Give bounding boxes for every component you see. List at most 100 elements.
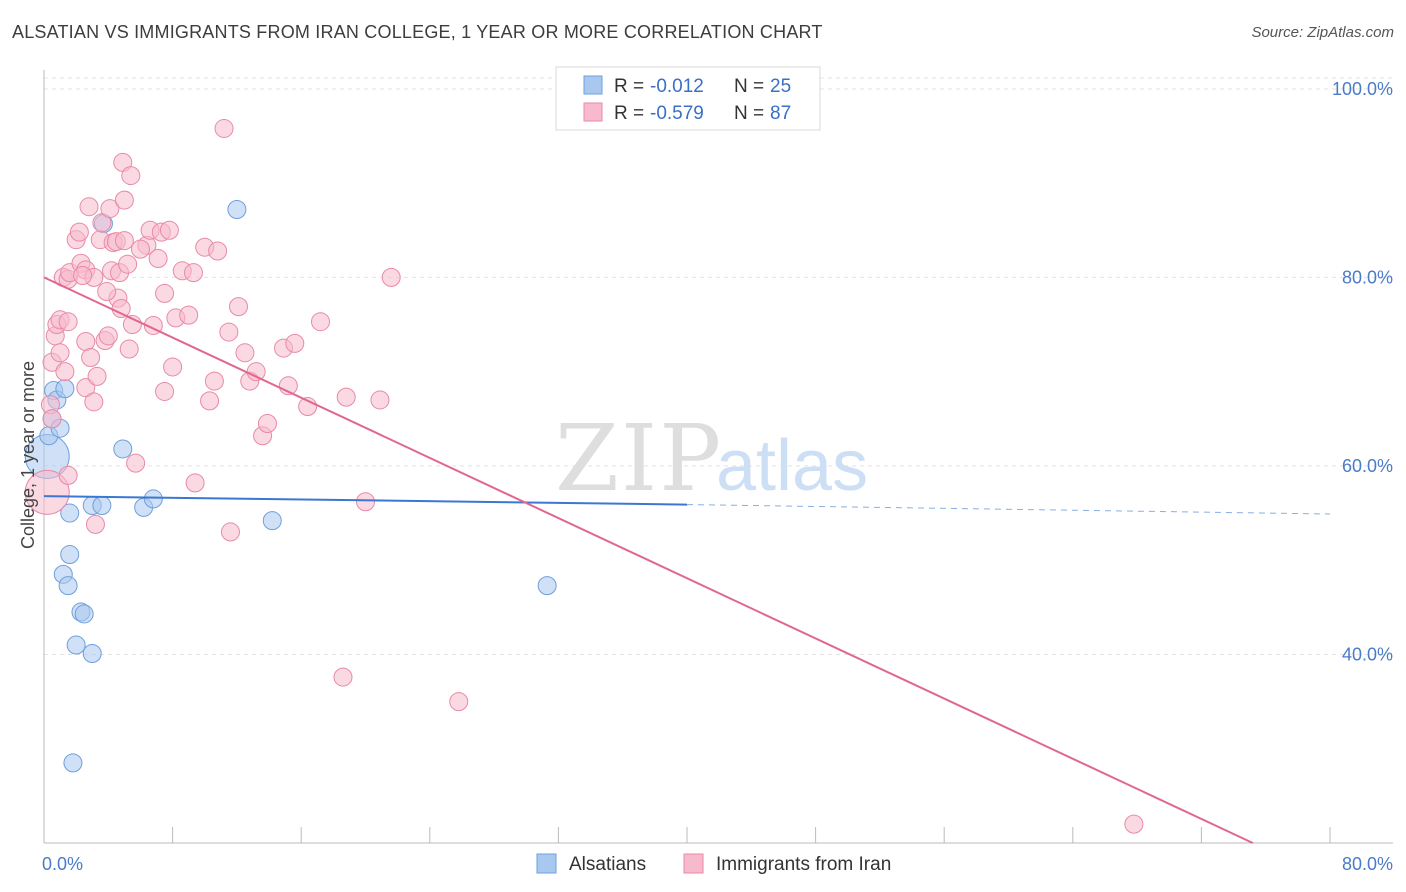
- source-credit: Source: ZipAtlas.com: [1251, 24, 1394, 41]
- alsatian-point: [92, 496, 112, 516]
- iran-point: [114, 190, 134, 210]
- y-tick-label: 60.0%: [1342, 456, 1393, 476]
- grid-lines: [44, 77, 1393, 655]
- iran-point: [84, 392, 104, 412]
- alsatian-trend-extension: [686, 504, 1331, 515]
- bottom-legend-label: Alsatians: [569, 854, 646, 875]
- alsatian-point: [227, 200, 247, 220]
- iran-point: [449, 692, 469, 712]
- alsatian-point: [63, 753, 83, 773]
- chart-title: ALSATIAN VS IMMIGRANTS FROM IRAN COLLEGE…: [12, 22, 823, 42]
- iran-point: [85, 514, 105, 534]
- iran-point: [336, 387, 356, 407]
- iran-point: [257, 414, 277, 434]
- legend-r-value: -0.012: [650, 76, 704, 97]
- alsatian-point: [82, 644, 102, 664]
- iran-point: [148, 249, 168, 269]
- iran-point: [24, 469, 70, 515]
- legend-box: R = -0.012 N = 25 R = -0.579 N = 87: [555, 66, 821, 131]
- iran-point: [356, 492, 375, 512]
- legend-n-label: N =: [734, 76, 764, 97]
- iran-point: [111, 298, 131, 318]
- iran-point: [114, 231, 134, 251]
- iran-point: [58, 312, 78, 332]
- y-axis-label: College, 1 year or more: [18, 361, 38, 549]
- trend-lines: [43, 276, 1331, 844]
- iran-point: [285, 333, 305, 353]
- alsatian-point: [113, 439, 133, 459]
- data-points: [24, 118, 1144, 834]
- legend-r-value: -0.579: [650, 103, 704, 124]
- iran-point: [79, 197, 99, 217]
- iran-trend-line: [43, 276, 1254, 844]
- alsatian-trend-line: [43, 495, 688, 506]
- iran-point: [69, 222, 89, 242]
- bottom-legend-label: Immigrants from Iran: [716, 854, 891, 875]
- y-tick-label: 40.0%: [1342, 644, 1393, 664]
- x-tick-label: 0.0%: [42, 854, 83, 874]
- iran-point: [76, 331, 96, 351]
- x-tick-label: 80.0%: [1342, 854, 1393, 874]
- watermark-atlas: atlas: [716, 426, 868, 506]
- iran-point: [219, 322, 239, 342]
- iran-point: [183, 263, 203, 283]
- alsatian-point: [143, 489, 163, 509]
- iran-point: [159, 220, 179, 240]
- x-tick-labels: 0.0% 80.0%: [42, 854, 1393, 874]
- iran-point: [126, 453, 146, 473]
- iran-point: [55, 362, 75, 382]
- iran-point: [98, 326, 118, 346]
- alsatian-point: [60, 545, 80, 565]
- iran-point: [87, 366, 107, 386]
- iran-point: [121, 166, 141, 186]
- alsatian-point: [74, 604, 94, 624]
- bottom-legend-swatch: [683, 853, 704, 874]
- iran-point: [50, 343, 70, 363]
- y-tick-label: 80.0%: [1342, 267, 1393, 287]
- iran-point: [92, 213, 112, 233]
- legend-n-value: 25: [770, 76, 791, 97]
- iran-point: [76, 378, 96, 398]
- y-tick-label: 100.0%: [1332, 79, 1393, 99]
- alsatian-point: [262, 511, 282, 531]
- y-tick-labels: 40.0% 60.0% 80.0% 100.0%: [1332, 79, 1393, 665]
- iran-point: [81, 348, 101, 368]
- iran-point: [163, 357, 183, 377]
- iran-point: [1124, 814, 1144, 834]
- iran-point: [235, 343, 255, 363]
- iran-point: [185, 473, 205, 493]
- iran-point: [119, 339, 139, 359]
- bottom-legend-swatch: [536, 853, 557, 874]
- watermark: ZIP atlas: [555, 405, 868, 512]
- iran-point: [42, 409, 62, 429]
- iran-point: [155, 283, 175, 303]
- iran-point: [246, 362, 266, 382]
- iran-point: [310, 312, 330, 332]
- iran-point: [73, 266, 93, 286]
- alsatian-point: [58, 576, 78, 596]
- iran-point: [214, 118, 234, 138]
- iran-point: [179, 305, 199, 325]
- legend-swatch: [583, 102, 603, 122]
- iran-point: [118, 254, 138, 274]
- legend-r-label: R =: [614, 76, 644, 97]
- iran-point: [100, 199, 120, 219]
- iran-point: [130, 239, 150, 259]
- alsatian-point: [60, 503, 80, 523]
- iran-point: [229, 297, 249, 317]
- iran-point: [370, 390, 390, 410]
- legend-n-label: N =: [734, 103, 764, 124]
- iran-point: [204, 371, 224, 391]
- iran-point: [97, 282, 117, 302]
- iran-point: [155, 381, 175, 401]
- bottom-legend: Alsatians Immigrants from Iran: [536, 853, 891, 875]
- legend-r-label: R =: [614, 103, 644, 124]
- alsatian-point: [537, 576, 557, 596]
- iran-point: [58, 465, 78, 485]
- iran-point: [381, 267, 401, 287]
- legend-swatch: [583, 75, 603, 95]
- iran-point: [208, 241, 228, 261]
- alsatian-point: [55, 379, 75, 399]
- iran-point: [333, 667, 353, 687]
